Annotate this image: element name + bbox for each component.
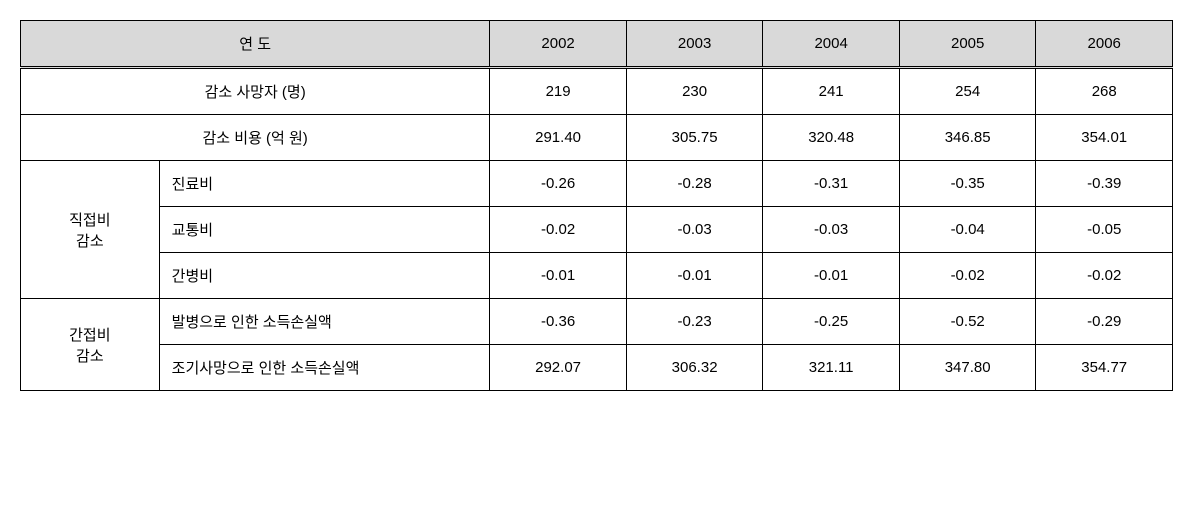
indirect-item-1-value-1: 306.32 xyxy=(626,345,763,391)
direct-item-2-value-3: -0.02 xyxy=(899,253,1036,299)
year-header-2: 2004 xyxy=(763,21,900,68)
indirect-item-0-label: 발병으로 인한 소득손실액 xyxy=(159,299,490,345)
data-table: 연 도 2002 2003 2004 2005 2006 감소 사망자 (명) … xyxy=(20,20,1173,391)
table-row: 간접비 감소 발병으로 인한 소득손실액 -0.36 -0.23 -0.25 -… xyxy=(21,299,1173,345)
indirect-item-1-label: 조기사망으로 인한 소득손실액 xyxy=(159,345,490,391)
cost-value-1: 305.75 xyxy=(626,115,763,161)
direct-item-0-value-4: -0.39 xyxy=(1036,161,1173,207)
indirect-group-label: 간접비 감소 xyxy=(21,299,160,391)
direct-item-0-value-3: -0.35 xyxy=(899,161,1036,207)
table-header-row: 연 도 2002 2003 2004 2005 2006 xyxy=(21,21,1173,68)
indirect-item-1-value-0: 292.07 xyxy=(490,345,627,391)
deaths-value-4: 268 xyxy=(1036,68,1173,115)
direct-item-0-value-1: -0.28 xyxy=(626,161,763,207)
direct-group-label: 직접비 감소 xyxy=(21,161,160,299)
year-header-0: 2002 xyxy=(490,21,627,68)
indirect-item-0-value-3: -0.52 xyxy=(899,299,1036,345)
deaths-value-0: 219 xyxy=(490,68,627,115)
year-header-4: 2006 xyxy=(1036,21,1173,68)
indirect-item-0-value-2: -0.25 xyxy=(763,299,900,345)
direct-item-1-value-2: -0.03 xyxy=(763,207,900,253)
direct-item-2-value-4: -0.02 xyxy=(1036,253,1173,299)
indirect-item-1-value-2: 321.11 xyxy=(763,345,900,391)
deaths-value-1: 230 xyxy=(626,68,763,115)
table-row: 감소 비용 (억 원) 291.40 305.75 320.48 346.85 … xyxy=(21,115,1173,161)
direct-item-1-value-0: -0.02 xyxy=(490,207,627,253)
table-row: 직접비 감소 진료비 -0.26 -0.28 -0.31 -0.35 -0.39 xyxy=(21,161,1173,207)
table-row: 감소 사망자 (명) 219 230 241 254 268 xyxy=(21,68,1173,115)
deaths-label: 감소 사망자 (명) xyxy=(21,68,490,115)
direct-item-2-value-0: -0.01 xyxy=(490,253,627,299)
cost-value-3: 346.85 xyxy=(899,115,1036,161)
cost-value-0: 291.40 xyxy=(490,115,627,161)
direct-item-1-value-4: -0.05 xyxy=(1036,207,1173,253)
cost-value-4: 354.01 xyxy=(1036,115,1173,161)
indirect-item-0-value-4: -0.29 xyxy=(1036,299,1173,345)
indirect-item-0-value-0: -0.36 xyxy=(490,299,627,345)
year-header-3: 2005 xyxy=(899,21,1036,68)
deaths-value-2: 241 xyxy=(763,68,900,115)
cost-label: 감소 비용 (억 원) xyxy=(21,115,490,161)
indirect-item-1-value-4: 354.77 xyxy=(1036,345,1173,391)
year-header-label: 연 도 xyxy=(21,21,490,68)
direct-item-0-value-0: -0.26 xyxy=(490,161,627,207)
table-row: 조기사망으로 인한 소득손실액 292.07 306.32 321.11 347… xyxy=(21,345,1173,391)
indirect-item-1-value-3: 347.80 xyxy=(899,345,1036,391)
direct-item-2-value-1: -0.01 xyxy=(626,253,763,299)
table-row: 간병비 -0.01 -0.01 -0.01 -0.02 -0.02 xyxy=(21,253,1173,299)
direct-item-1-label: 교통비 xyxy=(159,207,490,253)
direct-item-1-value-3: -0.04 xyxy=(899,207,1036,253)
cost-value-2: 320.48 xyxy=(763,115,900,161)
direct-item-0-label: 진료비 xyxy=(159,161,490,207)
table-row: 교통비 -0.02 -0.03 -0.03 -0.04 -0.05 xyxy=(21,207,1173,253)
year-header-1: 2003 xyxy=(626,21,763,68)
indirect-item-0-value-1: -0.23 xyxy=(626,299,763,345)
direct-item-0-value-2: -0.31 xyxy=(763,161,900,207)
direct-item-2-value-2: -0.01 xyxy=(763,253,900,299)
direct-item-1-value-1: -0.03 xyxy=(626,207,763,253)
deaths-value-3: 254 xyxy=(899,68,1036,115)
direct-item-2-label: 간병비 xyxy=(159,253,490,299)
table-container: 연 도 2002 2003 2004 2005 2006 감소 사망자 (명) … xyxy=(20,20,1173,391)
